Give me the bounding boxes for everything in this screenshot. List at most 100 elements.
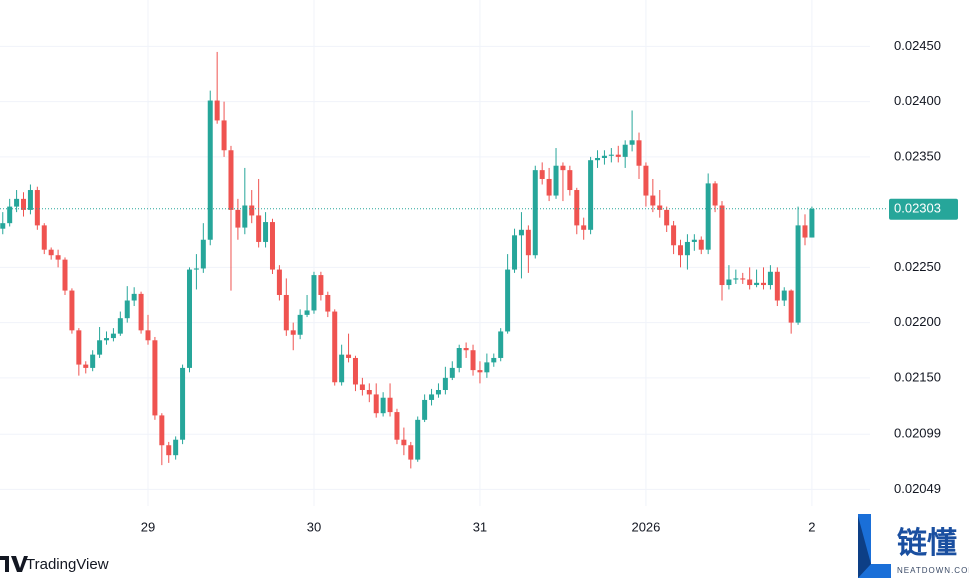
candle-body (124, 300, 130, 319)
candle-body (76, 330, 82, 365)
candle-body (14, 198, 20, 207)
candle-body (484, 362, 490, 373)
candle-body (359, 384, 365, 390)
candle-body (346, 354, 352, 358)
y-tick-label: 0.02200 (894, 314, 941, 329)
candle-body (62, 259, 68, 291)
candle-body (664, 209, 670, 226)
candle-body (636, 140, 642, 166)
candle-body (21, 198, 27, 210)
badge-logo-shade (858, 516, 871, 578)
y-tick-label: 0.02450 (894, 38, 941, 53)
candle-body (774, 271, 780, 301)
candle-body (622, 144, 628, 157)
candle-body (104, 338, 110, 341)
x-tick-label: 31 (473, 519, 487, 534)
candle-body (380, 397, 386, 414)
candle-body (601, 155, 607, 158)
candle-body (110, 333, 116, 339)
candle-body (595, 157, 601, 161)
y-tick-label: 0.02049 (894, 481, 941, 496)
candle-body (7, 206, 13, 224)
candle-body (657, 205, 663, 210)
last-price-box (889, 198, 958, 220)
candle-body (235, 209, 241, 228)
tv-logo (0, 556, 28, 572)
candle-body (228, 150, 234, 210)
candle-body (352, 357, 358, 385)
candle-body (477, 370, 483, 373)
candle-body (754, 282, 760, 286)
candle-body (678, 245, 684, 256)
candle-body (726, 279, 732, 286)
candle-body (691, 239, 697, 242)
candle-body (719, 205, 725, 286)
x-tick-label: 29 (141, 519, 155, 534)
candle-body (373, 394, 379, 414)
candle-body (214, 100, 220, 121)
candle-body (173, 439, 179, 456)
candle-body (0, 223, 6, 229)
candle-body (615, 154, 621, 157)
candle-body (512, 235, 518, 270)
candle-body (200, 239, 206, 269)
candle-body (498, 331, 504, 358)
candle-body (34, 190, 40, 226)
candle-body (394, 412, 400, 440)
candle-body (249, 205, 255, 216)
y-tick-label: 0.02250 (894, 259, 941, 274)
candle-body (435, 389, 441, 395)
badge-subtitle: NEATDOWN.COM (897, 566, 969, 575)
candle-body (698, 239, 704, 250)
candle-body (470, 350, 476, 371)
candle-body (712, 183, 718, 206)
candle-body (332, 311, 338, 383)
candle-body (256, 215, 262, 242)
candle-body (290, 330, 296, 335)
candle-body (131, 293, 137, 301)
candle-body (740, 278, 746, 280)
candle-body (297, 314, 303, 335)
candle-body (767, 271, 773, 286)
candle-body (788, 290, 794, 323)
y-tick-label: 0.02350 (894, 148, 941, 163)
candle-body (339, 354, 345, 383)
candle-body (532, 170, 538, 256)
watermark-text: TradingView (26, 556, 109, 573)
candle-body (505, 269, 511, 332)
candle-body (97, 340, 103, 355)
x-tick-label: 2 (808, 519, 815, 534)
candle-body (650, 195, 656, 206)
candle-body (809, 208, 815, 238)
candle-body (145, 330, 151, 341)
candle-body (629, 140, 635, 145)
candle-body (276, 269, 282, 295)
candle-body (117, 318, 123, 334)
candle-body (449, 367, 455, 378)
candle-body (705, 183, 711, 250)
candle-body (553, 165, 559, 196)
candle-body (41, 225, 47, 250)
candle-body (491, 357, 497, 363)
candle-body (401, 439, 407, 446)
candle-body (429, 394, 435, 400)
candle-body (269, 222, 275, 270)
badge-title: 链懂 (897, 526, 957, 560)
x-tick-label: 2026 (631, 519, 660, 534)
candle-body (684, 241, 690, 256)
last-price-label: 0.02303 (894, 201, 941, 216)
candle-body (387, 397, 393, 413)
candle-body (207, 100, 213, 240)
candle-body (304, 310, 310, 315)
badge: 链懂 NEATDOWN.COM (855, 512, 969, 581)
candle-body (456, 348, 462, 368)
y-tick-label: 0.02099 (894, 426, 941, 441)
candle-body (671, 225, 677, 246)
candle-body (760, 282, 766, 286)
candle-body (283, 294, 289, 331)
candle-body (152, 340, 158, 416)
candle-body (608, 154, 614, 156)
y-tick-label: 0.02400 (894, 93, 941, 108)
candle-body (318, 275, 324, 295)
candle-body (643, 165, 649, 196)
